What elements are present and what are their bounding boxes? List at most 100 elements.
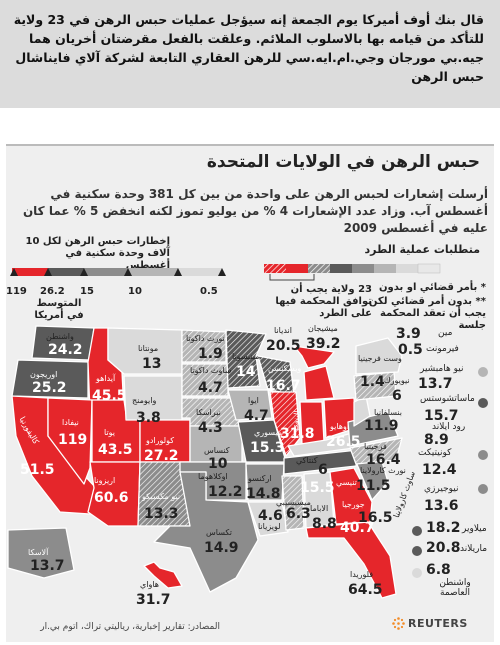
state-value-kansas: 10 bbox=[208, 456, 228, 472]
state-label-idaho: آيداهو bbox=[96, 374, 116, 383]
state-new-york bbox=[355, 337, 403, 375]
intro-text: قال بنك أوف أميركا يوم الجمعة إنه سيؤجل … bbox=[13, 12, 484, 84]
legend-scale-title: إخطارات حبس الرهن لكل 10 آلاف وحدة سكنية… bbox=[25, 236, 170, 271]
state-value-north-dakota: 1.9 bbox=[198, 346, 223, 362]
state-label-florida: فلوريدا bbox=[350, 570, 374, 579]
state-label-hawaii: هاواي bbox=[140, 580, 160, 589]
state-mississippi bbox=[281, 475, 305, 531]
state-value-california: 51.5 bbox=[20, 462, 55, 478]
state-value-ohio: 26.5 bbox=[326, 434, 361, 450]
state-value-nebraska: 4.3 bbox=[198, 420, 223, 436]
state-michigan bbox=[293, 345, 335, 401]
sidebar-label-ma: ماساتشوستس bbox=[420, 394, 475, 404]
state-value-missouri: 15.3 bbox=[250, 440, 285, 456]
state-label-iowa: ايوا bbox=[248, 396, 259, 405]
state-value-utah: 43.5 bbox=[98, 442, 133, 458]
state-value-indiana: 20.5 bbox=[266, 338, 301, 354]
sidebar-dot-nh bbox=[478, 367, 488, 377]
state-label-wisconsin: ويسكنسن bbox=[268, 364, 302, 373]
state-label-wyoming: وايومنج bbox=[132, 396, 157, 405]
legend-note-1: * بأمر قضائي او بدون bbox=[378, 282, 486, 293]
sidebar-value-dc: 6.8 bbox=[426, 562, 451, 578]
state-minnesota bbox=[225, 329, 267, 389]
state-value-oregon: 25.2 bbox=[32, 380, 67, 396]
state-north-carolina bbox=[349, 437, 403, 465]
state-montana bbox=[107, 327, 183, 375]
state-value-washington: 24.2 bbox=[48, 342, 83, 358]
state-alaska bbox=[7, 527, 75, 579]
sidebar-dot-md bbox=[412, 546, 422, 556]
sidebar-dot-ma bbox=[478, 398, 488, 408]
legend-bracket bbox=[269, 274, 315, 281]
state-value-georgia: 40.7 bbox=[340, 520, 375, 536]
legend-foreclosure-note: 23 ولاية يجب أن توافق المحكمة فيها على ا… bbox=[275, 284, 372, 319]
sidebar-value-de: 18.2 bbox=[426, 520, 461, 536]
state-label-missouri: ميسوري bbox=[254, 428, 283, 437]
state-label-west-virginia: وست فرجينيا bbox=[358, 354, 402, 363]
sidebar-value-maine: 3.9 bbox=[396, 326, 421, 342]
sidebar-label-nh: نيو هامبشير bbox=[420, 364, 464, 374]
reuters-brand: REUTERS bbox=[408, 617, 468, 630]
state-value-south-carolina: 16.5 bbox=[358, 510, 393, 526]
legend-tick-max: 119 bbox=[6, 286, 27, 297]
state-label-virginia: فرجينيا bbox=[364, 442, 387, 451]
sidebar-label-maine: مين bbox=[438, 328, 453, 338]
sidebar-label-dc: واشنطن العاصمة bbox=[439, 578, 471, 598]
legend-foreclosure-swatches bbox=[264, 263, 441, 274]
state-value-illinois: 31.8 bbox=[280, 426, 315, 442]
state-label-new-mexico: نيو مكسيكو bbox=[142, 492, 181, 501]
state-value-west-virginia: 1.4 bbox=[360, 374, 385, 390]
state-label-nevada: نيفادا bbox=[62, 418, 79, 427]
map-title: حبس الرهن في الولايات المتحدة bbox=[206, 152, 480, 172]
state-value-oklahoma: 12.2 bbox=[208, 484, 243, 500]
state-georgia bbox=[329, 467, 373, 525]
state-label-utah: يوتا bbox=[104, 428, 116, 437]
state-value-new-mexico: 13.3 bbox=[144, 506, 179, 522]
state-florida bbox=[305, 521, 397, 599]
sidebar-label-ct: كونيتيكت bbox=[418, 448, 452, 458]
state-label-texas: تكساس bbox=[206, 528, 232, 537]
legend-tick-10: 10 bbox=[128, 286, 142, 297]
reuters-logo-icon bbox=[392, 617, 405, 630]
state-label-mississippi: ميسيسيبي bbox=[276, 498, 311, 507]
sidebar-value-ct: 12.4 bbox=[422, 462, 457, 478]
state-label-oregon: اوريجون bbox=[30, 370, 58, 379]
state-value-michigan: 39.2 bbox=[306, 336, 341, 352]
state-label-alabama: الاباما bbox=[310, 504, 329, 513]
legend-tick-avg: 26.2 bbox=[40, 286, 65, 297]
sidebar-value-vermont: 0.5 bbox=[398, 342, 423, 358]
state-tennessee bbox=[283, 449, 359, 475]
state-value-montana: 13 bbox=[142, 356, 162, 372]
state-south-dakota bbox=[181, 363, 229, 397]
state-iowa bbox=[227, 389, 273, 421]
state-value-hawaii: 31.7 bbox=[136, 592, 171, 608]
source-note: المصادر: تقارير إخبارية، رياليتي تراك، ا… bbox=[40, 622, 220, 632]
state-value-wisconsin: 16.7 bbox=[266, 378, 301, 394]
state-label-alaska: آلاسكا bbox=[28, 548, 49, 557]
state-label-kentucky: كنتاكي bbox=[296, 456, 318, 465]
state-value-alaska: 13.7 bbox=[30, 558, 65, 574]
map-subtitle: أرسلت إشعارات لحبس الرهن على واحدة من بي… bbox=[22, 187, 488, 235]
sidebar-dot-dc bbox=[412, 568, 422, 578]
state-label-arkansas: اركنسو bbox=[248, 474, 272, 483]
sidebar-label-ri: رود ايلاند bbox=[432, 422, 466, 432]
state-label-michigan: ميشيجان bbox=[308, 324, 338, 333]
sidebar-value-nj: 13.6 bbox=[424, 498, 459, 514]
state-label-nebraska: نبراسكا bbox=[196, 408, 221, 417]
state-value-virginia: 16.4 bbox=[366, 452, 401, 468]
legend-note-2: ** بدون أمر قضائي لكن يجب أن تعقد المحكم… bbox=[368, 296, 486, 331]
state-label-oklahoma: اوكلاهوما bbox=[198, 472, 228, 481]
state-label-washington: واشنطن bbox=[46, 332, 74, 341]
state-value-texas: 14.9 bbox=[204, 540, 239, 556]
state-value-alabama: 8.8 bbox=[312, 516, 337, 532]
state-north-dakota bbox=[181, 329, 227, 363]
state-louisiana bbox=[247, 501, 289, 537]
sidebar-label-nj: نيوجيرزي bbox=[424, 484, 459, 494]
legend-average-label: المتوسط في أمريكا bbox=[34, 298, 84, 321]
state-value-tennessee: 15.5 bbox=[300, 480, 335, 496]
state-value-iowa: 4.7 bbox=[244, 408, 269, 424]
state-label-south-dakota: ساوث داكوتا bbox=[190, 366, 232, 375]
state-texas bbox=[153, 471, 259, 593]
state-label-louisiana: لويزيانا bbox=[258, 522, 281, 531]
state-value-florida: 64.5 bbox=[348, 582, 383, 598]
